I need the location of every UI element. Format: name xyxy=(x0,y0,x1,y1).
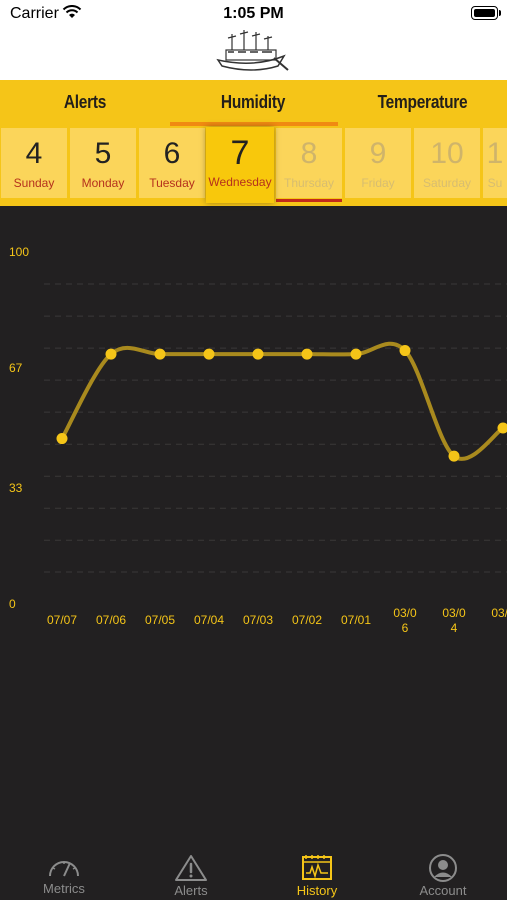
day-name: Thursday xyxy=(283,176,335,190)
day-name: Tuesday xyxy=(149,176,195,190)
day-number: 10 xyxy=(430,137,464,170)
y-tick-label: 0 xyxy=(9,597,16,611)
battery-icon xyxy=(471,6,501,20)
data-point xyxy=(301,348,313,360)
day-item[interactable]: 6 Tuesday xyxy=(139,128,205,198)
day-name: Saturday xyxy=(422,176,472,190)
user-circle-icon xyxy=(429,854,457,882)
day-item[interactable]: 4 Sunday xyxy=(1,128,67,198)
y-axis-labels: 100 67 33 0 xyxy=(9,245,29,611)
day-name: Friday xyxy=(361,176,395,190)
x-tick-label: 07/03 xyxy=(243,613,273,627)
y-tick-label: 67 xyxy=(9,361,23,375)
day-number: 5 xyxy=(94,137,112,170)
next-day-marker xyxy=(276,199,342,202)
day-number: 9 xyxy=(369,137,387,170)
day-item[interactable]: 10 Saturday xyxy=(414,128,480,198)
y-tick-label: 100 xyxy=(9,245,29,259)
metric-tabs: Alerts Humidity Temperature xyxy=(0,80,507,126)
tabbar-alerts[interactable]: Alerts xyxy=(146,854,236,898)
tabbar-label: Metrics xyxy=(43,881,85,896)
history-chart-icon xyxy=(302,855,332,880)
x-axis-labels: 07/07 07/06 07/05 07/04 07/03 07/02 07/01 03/0 6… xyxy=(47,606,507,635)
tabbar-history[interactable]: History xyxy=(272,854,362,898)
day-item[interactable]: 5 Monday xyxy=(70,128,136,198)
day-selector[interactable]: 4 Sunday 5 Monday 6 Tuesday 7 Wednesday … xyxy=(0,126,507,206)
tabbar-account[interactable]: Account xyxy=(398,854,488,898)
tabbar-label: Account xyxy=(419,883,467,898)
day-item[interactable]: 1 Su xyxy=(483,128,507,198)
y-tick-label: 33 xyxy=(9,481,23,495)
day-number: 4 xyxy=(25,137,43,170)
day-number: 1 xyxy=(486,137,504,170)
x-tick-label: 07/02 xyxy=(292,613,322,627)
warning-triangle-icon xyxy=(175,855,207,881)
day-name: Sunday xyxy=(13,176,55,190)
data-point xyxy=(497,422,507,434)
data-point xyxy=(448,450,460,462)
wifi-icon xyxy=(62,5,82,24)
tab-alerts[interactable]: Alerts xyxy=(63,92,107,112)
carrier-label: Carrier xyxy=(10,5,59,22)
day-number: 8 xyxy=(300,137,318,170)
x-tick-label: 07/07 xyxy=(47,613,77,627)
x-tick-label: 07/01 xyxy=(341,613,371,627)
selected-tab-indicator xyxy=(170,122,338,126)
day-name: Wednesday xyxy=(208,175,272,189)
bottom-tab-bar: Metrics Alerts History Account xyxy=(0,850,507,900)
data-point xyxy=(105,348,117,360)
data-point xyxy=(252,348,264,360)
data-point xyxy=(203,348,215,360)
day-name: Su xyxy=(487,176,503,190)
data-point xyxy=(350,348,362,360)
day-item-selected[interactable]: 7 Wednesday xyxy=(206,127,274,203)
gauge-icon xyxy=(49,861,79,877)
tabbar-metrics[interactable]: Metrics xyxy=(19,854,109,896)
data-point xyxy=(399,345,411,357)
x-tick-label: 03/0 6 xyxy=(393,606,417,635)
day-item[interactable]: 9 Friday xyxy=(345,128,411,198)
x-tick-label: 03/0 xyxy=(491,606,507,620)
data-point xyxy=(56,433,68,445)
series-points xyxy=(56,345,507,462)
tab-temperature[interactable]: Temperature xyxy=(377,92,468,112)
clock: 1:05 PM xyxy=(223,5,284,22)
tabbar-label: History xyxy=(296,883,338,898)
status-bar: Carrier 1:05 PM xyxy=(0,0,507,80)
ship-logo-icon xyxy=(214,26,294,83)
tabbar-label: Alerts xyxy=(174,883,208,898)
data-point xyxy=(154,348,166,360)
chart-grid xyxy=(44,283,507,573)
series-line xyxy=(60,341,505,461)
x-tick-label: 07/06 xyxy=(96,613,126,627)
x-tick-label: 07/05 xyxy=(145,613,175,627)
day-number: 6 xyxy=(163,137,181,170)
x-tick-label: 03/0 4 xyxy=(442,606,466,635)
x-tick-label: 07/04 xyxy=(194,613,224,627)
day-name: Monday xyxy=(81,176,125,190)
day-number: 7 xyxy=(230,134,250,172)
tab-humidity[interactable]: Humidity xyxy=(220,92,286,112)
day-item[interactable]: 8 Thursday xyxy=(276,128,342,198)
